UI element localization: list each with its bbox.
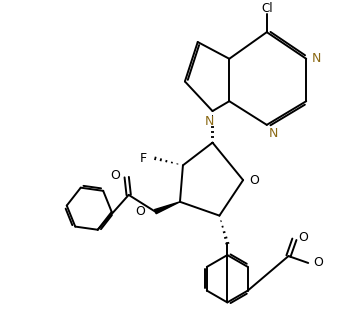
Text: O: O [313,256,323,269]
Text: O: O [249,173,259,186]
Text: F: F [139,152,146,165]
Text: Cl: Cl [261,2,273,15]
Text: O: O [110,169,120,182]
Text: O: O [298,231,308,244]
Polygon shape [155,202,180,214]
Text: N: N [312,52,321,65]
Text: O: O [136,205,146,218]
Text: N: N [269,127,278,140]
Text: N: N [205,115,214,128]
